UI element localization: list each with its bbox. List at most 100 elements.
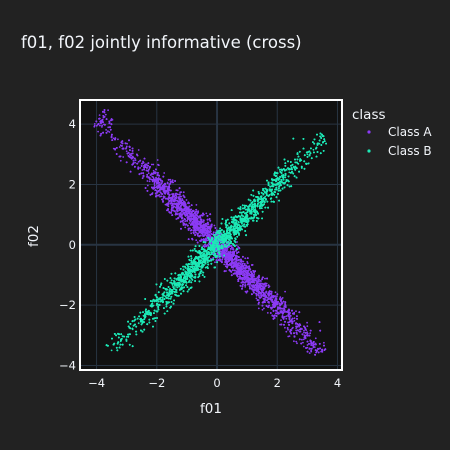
data-point [118, 146, 121, 148]
data-point [136, 162, 139, 165]
data-point [122, 156, 125, 158]
data-point [213, 224, 216, 227]
data-point [244, 286, 247, 288]
data-point [285, 315, 288, 317]
data-point [194, 212, 196, 215]
data-point [210, 233, 213, 235]
data-point [279, 296, 282, 299]
data-point [261, 278, 263, 281]
data-point [134, 159, 137, 162]
data-point [303, 329, 305, 332]
data-point [126, 152, 129, 155]
data-point [319, 329, 322, 332]
chart-title: f01, f02 jointly informative (cross) [21, 33, 302, 52]
data-point [269, 312, 272, 314]
data-point [212, 231, 215, 234]
data-point [150, 163, 153, 166]
data-point [141, 169, 144, 171]
data-point [156, 159, 159, 161]
data-point [175, 218, 178, 220]
data-point [93, 123, 96, 125]
data-point [161, 181, 163, 184]
data-point [180, 195, 183, 198]
data-point [152, 163, 155, 166]
data-point [323, 341, 325, 344]
data-point [231, 246, 234, 249]
data-point [253, 273, 256, 275]
data-point [257, 294, 260, 296]
data-point [140, 165, 143, 167]
data-point [151, 186, 153, 189]
data-point [171, 179, 174, 182]
data-point [229, 250, 232, 253]
data-points [93, 109, 327, 356]
data-point [256, 276, 259, 279]
data-point [168, 199, 171, 202]
data-point [306, 321, 308, 324]
data-point [129, 170, 132, 173]
data-point [303, 331, 305, 334]
data-point [197, 211, 200, 214]
grid-lines [80, 100, 342, 370]
data-point [117, 138, 119, 141]
data-point [139, 167, 142, 169]
data-point [277, 301, 279, 303]
data-point [188, 222, 191, 225]
data-point [257, 307, 260, 310]
data-point [100, 132, 103, 135]
data-point [182, 194, 185, 197]
data-point [293, 319, 296, 322]
data-point [187, 238, 190, 241]
data-point [147, 172, 150, 175]
data-point [190, 229, 193, 231]
data-point [306, 344, 309, 346]
data-point [167, 205, 170, 208]
data-point [304, 332, 307, 334]
data-point [288, 335, 291, 337]
data-point [148, 168, 150, 171]
data-point [280, 319, 282, 322]
data-point [105, 129, 107, 131]
data-point [97, 130, 99, 133]
data-point [243, 278, 246, 281]
data-point [240, 263, 242, 265]
data-point [186, 217, 189, 219]
data-point [112, 137, 115, 140]
data-point [312, 344, 314, 347]
data-point [241, 285, 244, 287]
data-point [281, 297, 284, 299]
data-point [261, 308, 264, 311]
data-point [246, 274, 249, 276]
data-point [302, 345, 305, 348]
data-point [107, 109, 109, 112]
data-point [126, 142, 128, 145]
data-point [314, 337, 317, 340]
data-point [146, 180, 149, 182]
data-point [101, 126, 103, 128]
data-point [221, 258, 224, 261]
data-point [306, 325, 309, 327]
data-point [282, 300, 285, 303]
data-point [107, 126, 110, 129]
data-point [283, 316, 286, 318]
data-point [255, 277, 258, 280]
data-point [130, 152, 133, 155]
data-point [283, 309, 286, 312]
data-point [137, 166, 140, 169]
data-point [192, 231, 195, 234]
data-point [132, 159, 135, 162]
data-point [295, 310, 297, 313]
data-point [248, 265, 251, 268]
data-point [107, 130, 109, 133]
data-point [184, 220, 187, 223]
data-point [256, 294, 258, 296]
data-point [309, 329, 312, 332]
data-point [263, 307, 265, 310]
data-point [146, 174, 149, 176]
data-point [205, 212, 208, 215]
data-point [108, 122, 111, 124]
data-point [274, 291, 277, 294]
data-point [284, 326, 286, 329]
data-point [93, 125, 96, 128]
